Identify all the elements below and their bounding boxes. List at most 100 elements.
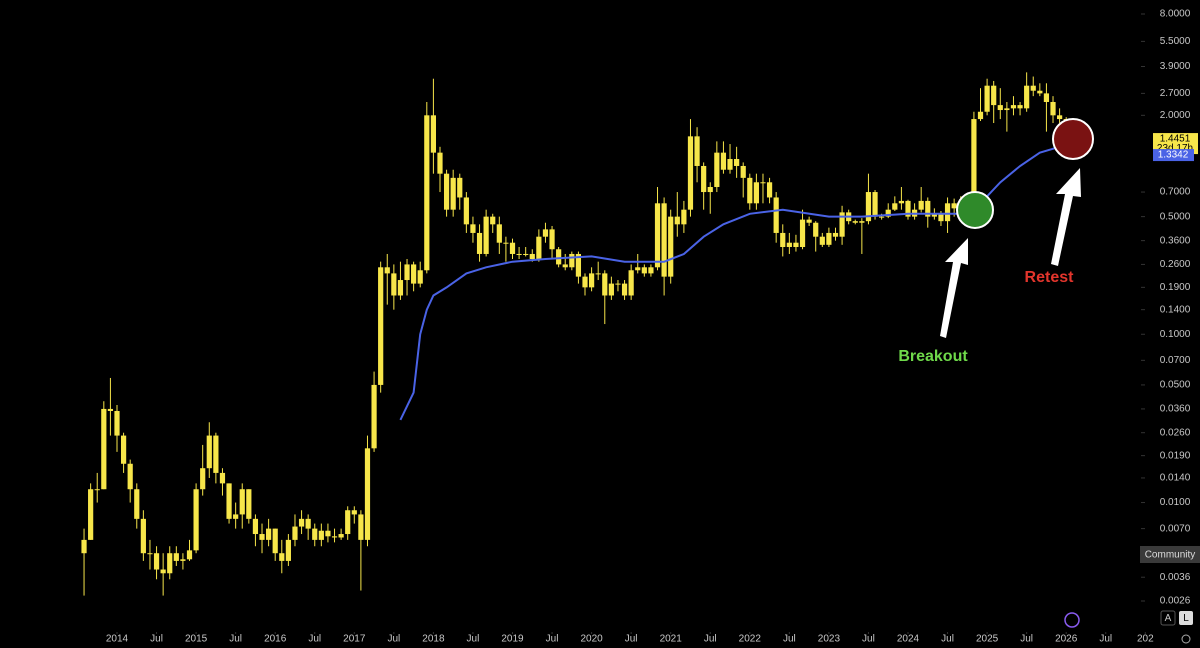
- candle-body: [832, 232, 839, 237]
- candle-body: [826, 232, 832, 245]
- candle-body: [977, 111, 984, 120]
- candle-body: [457, 177, 463, 198]
- auto-button[interactable]: [1160, 610, 1176, 626]
- y-tick-label: 0.0500: [1160, 380, 1191, 391]
- candle-body: [1010, 105, 1017, 109]
- x-tick-label: Jul: [941, 634, 954, 645]
- candle-body: [991, 85, 997, 106]
- x-tick-label: Jul: [783, 634, 796, 645]
- y-tick-label: 0.0070: [1160, 523, 1191, 534]
- candle-body: [272, 528, 278, 554]
- candle-body: [1043, 93, 1050, 102]
- candle-body: [450, 177, 456, 210]
- y-tick-label: 2.7000: [1160, 88, 1191, 99]
- candle-body: [437, 152, 443, 174]
- candle-body: [1050, 101, 1056, 116]
- candle-body: [371, 384, 377, 449]
- candle-body: [1004, 108, 1010, 111]
- candle-body: [542, 229, 549, 237]
- candle-body: [219, 472, 226, 484]
- candle-body: [661, 203, 667, 277]
- candle-body: [160, 569, 166, 574]
- candle-body: [740, 165, 746, 178]
- candle-body: [1030, 85, 1036, 91]
- x-tick-label: Jul: [229, 634, 242, 645]
- candle-body: [140, 518, 146, 554]
- x-tick-label: Jul: [1020, 634, 1033, 645]
- x-tick-label: 202: [1137, 634, 1154, 645]
- candle-body: [681, 209, 687, 225]
- candle-body: [173, 553, 179, 561]
- candle-body: [905, 200, 911, 217]
- x-tick-label: Jul: [308, 634, 321, 645]
- candle-body: [687, 136, 694, 210]
- y-tick-label: 0.2600: [1160, 259, 1191, 270]
- candle-body: [951, 203, 957, 209]
- plot: 8.0000 5.5000 3.9000 2.7000 2.0000 0.7000 0.50…: [81, 9, 1191, 645]
- candle-body: [476, 232, 483, 254]
- candle-body: [516, 253, 522, 255]
- candle-body: [114, 410, 120, 436]
- candle-body: [549, 229, 555, 250]
- community-button[interactable]: [1140, 546, 1200, 563]
- candle-body: [628, 270, 634, 296]
- candle-body: [701, 165, 707, 193]
- x-tick-label: Jul: [862, 634, 875, 645]
- candle-body: [325, 530, 331, 537]
- y-tick-label: 5.5000: [1160, 36, 1191, 47]
- candle-body: [872, 192, 878, 217]
- candle-body: [668, 216, 674, 277]
- x-tick-label: 2025: [976, 634, 999, 645]
- x-tick-label: Jul: [387, 634, 400, 645]
- candle-body: [266, 528, 272, 540]
- candle-body: [727, 159, 733, 170]
- candle-body: [279, 553, 285, 561]
- breakout-label: Breakout: [898, 348, 968, 365]
- candle-body: [865, 192, 872, 222]
- y-tick-label: 0.0190: [1160, 450, 1191, 461]
- candle-body: [463, 197, 469, 225]
- log-text[interactable]: L: [1183, 613, 1189, 624]
- candle-body: [496, 224, 502, 243]
- x-tick-label: 2017: [343, 634, 366, 645]
- log-button[interactable]: [1179, 611, 1193, 625]
- ma-tag-value: 1.3342: [1158, 150, 1189, 161]
- y-tick-label: 2.0000: [1160, 110, 1191, 121]
- candle-body: [193, 489, 199, 551]
- candle-body: [892, 203, 898, 210]
- candle-body: [799, 219, 806, 248]
- candle-body: [167, 553, 173, 574]
- auto-text[interactable]: A: [1165, 613, 1172, 624]
- x-tick-label: 2021: [660, 634, 683, 645]
- candle-body: [714, 152, 720, 188]
- candle-body: [213, 435, 219, 473]
- price-tag-countdown: 23d 17h: [1157, 143, 1193, 154]
- x-tick-label: 2018: [422, 634, 445, 645]
- candle-body: [879, 216, 885, 218]
- candle-body: [648, 267, 654, 274]
- candle-body: [503, 242, 509, 244]
- x-tick-label: 2020: [580, 634, 603, 645]
- candle-body: [200, 468, 206, 490]
- candle-body: [707, 187, 713, 193]
- candle-body: [654, 203, 661, 268]
- candle-body: [292, 526, 298, 540]
- replay-icon[interactable]: [1064, 612, 1080, 628]
- x-tick-label: Jul: [467, 634, 480, 645]
- community-text[interactable]: Community: [1145, 550, 1196, 561]
- candle-body: [602, 273, 608, 296]
- candle-body: [186, 550, 193, 560]
- x-tick-label: 2015: [185, 634, 208, 645]
- price-tag: [1153, 133, 1198, 155]
- y-tick-label: 0.0100: [1160, 497, 1191, 508]
- candle-body: [575, 253, 582, 277]
- candle-body: [331, 536, 338, 538]
- candle-body: [931, 213, 937, 217]
- candle-body: [747, 177, 753, 204]
- candle-body: [338, 534, 344, 538]
- y-tick-label: 0.0360: [1160, 404, 1191, 415]
- candle-body: [443, 173, 450, 210]
- candle-body: [509, 242, 516, 254]
- settings-icon[interactable]: [1181, 634, 1191, 644]
- candle-body: [589, 273, 595, 288]
